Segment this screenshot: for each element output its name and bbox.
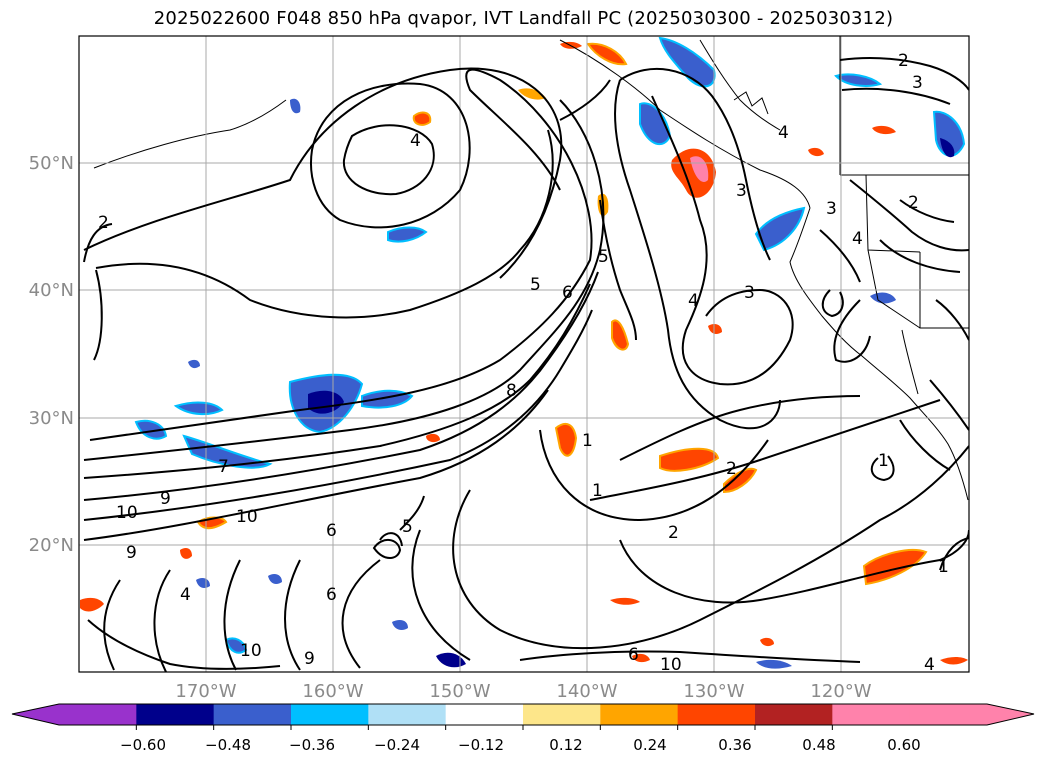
negative-anomaly-patches xyxy=(134,36,966,669)
contour-label: 2 xyxy=(668,523,679,543)
contour-label: 4 xyxy=(688,291,699,311)
lon-label-120w: 120°W xyxy=(810,681,871,702)
lon-label-140w: 140°W xyxy=(556,681,617,702)
contour-label: 10 xyxy=(116,503,138,523)
contour-labels: 2 3 4 4 2 3 4 5 6 5 3 4 2 8 1 1 2 2 1 7 … xyxy=(98,51,949,675)
colorbar-tick-label: −0.48 xyxy=(205,736,251,754)
contour-label: 9 xyxy=(126,543,137,563)
colorbar-tick-label: 0.36 xyxy=(718,736,751,754)
contour-label: 4 xyxy=(180,585,191,605)
colorbar-segment xyxy=(136,704,215,725)
map-panel: 2 3 4 4 2 3 4 5 6 5 3 4 2 8 1 1 2 2 1 7 … xyxy=(79,36,969,675)
colorbar-segment xyxy=(600,704,679,725)
contour-label: 1 xyxy=(938,557,949,577)
contour-label: 6 xyxy=(628,645,639,665)
colorbar-segment xyxy=(59,704,137,725)
contour-label: 4 xyxy=(852,229,863,249)
contour-label: 7 xyxy=(218,457,229,477)
contour-label: 3 xyxy=(912,73,923,93)
colorbar-segments xyxy=(59,704,988,725)
contour-label: 3 xyxy=(826,199,837,219)
map-frame xyxy=(78,35,970,673)
contour-label: 5 xyxy=(598,247,609,267)
contour-label: 10 xyxy=(660,655,682,675)
lat-label-40n: 40°N xyxy=(29,280,74,301)
colorbar-tick-label: 0.24 xyxy=(633,736,666,754)
coastlines xyxy=(93,39,969,501)
contour-label: 2 xyxy=(98,213,109,233)
colorbar-segment xyxy=(445,704,524,725)
positive-anomaly-patches xyxy=(80,41,968,665)
contour-label: 6 xyxy=(326,585,337,605)
contour-label: 9 xyxy=(304,649,315,669)
contour-label: 6 xyxy=(562,283,573,303)
colorbar-segment xyxy=(909,704,988,725)
colorbar-segment xyxy=(677,704,756,725)
lon-label-130w: 130°W xyxy=(683,681,744,702)
contour-label: 2 xyxy=(726,459,737,479)
colorbar-segment xyxy=(291,704,369,725)
colorbar-segment xyxy=(755,704,833,725)
colorbar-outline xyxy=(11,703,1035,726)
colorbar-tick-label: −0.12 xyxy=(458,736,504,754)
colorbar-extend-high xyxy=(987,704,1034,725)
colorbar-tick-label: 0.48 xyxy=(802,736,835,754)
lon-label-160w: 160°W xyxy=(302,681,363,702)
colorbar-segment xyxy=(368,704,447,725)
colorbar-tick-label: 0.60 xyxy=(887,736,920,754)
contour-label: 10 xyxy=(240,641,262,661)
lon-label-150w: 150°W xyxy=(429,681,490,702)
lon-label-170w: 170°W xyxy=(175,681,236,702)
contour-label: 8 xyxy=(506,381,517,401)
colorbar-ticks xyxy=(135,725,833,730)
contour-label: 4 xyxy=(924,655,935,675)
colorbar-extend-low xyxy=(12,704,59,725)
contour-label: 4 xyxy=(778,123,789,143)
contour-label: 1 xyxy=(582,431,593,451)
contour-label: 9 xyxy=(160,489,171,509)
contour-label: 1 xyxy=(592,481,603,501)
ivt-contours xyxy=(83,57,969,672)
latitude-labels: 50°N 40°N 30°N 20°N xyxy=(29,153,74,556)
colorbar-tick-label: −0.24 xyxy=(374,736,420,754)
lat-label-50n: 50°N xyxy=(29,153,74,174)
contour-label: 5 xyxy=(402,517,413,537)
colorbar-segment xyxy=(523,704,601,725)
colorbar-tick-label: −0.36 xyxy=(289,736,335,754)
contour-label: 3 xyxy=(744,283,755,303)
colorbar-segment xyxy=(832,704,911,725)
colorbar-tick-labels: −0.60 −0.48 −0.36 −0.24 −0.12 0.12 0.24 … xyxy=(120,736,921,754)
contour-label: 2 xyxy=(908,193,919,213)
contour-label: 6 xyxy=(326,521,337,541)
longitude-labels: 170°W 160°W 150°W 140°W 130°W 120°W xyxy=(175,681,871,702)
lat-label-20n: 20°N xyxy=(29,535,74,556)
contour-label: 4 xyxy=(410,131,421,151)
colorbar: −0.60 −0.48 −0.36 −0.24 −0.12 0.12 0.24 … xyxy=(11,703,1035,754)
contour-label: 3 xyxy=(736,181,747,201)
map-title: 2025022600 F048 850 hPa qvapor, IVT Land… xyxy=(153,8,894,29)
contour-label: 2 xyxy=(898,51,909,71)
contour-label: 10 xyxy=(236,507,258,527)
contour-label: 1 xyxy=(878,451,889,471)
colorbar-tick-label: −0.60 xyxy=(120,736,166,754)
lat-label-30n: 30°N xyxy=(29,408,74,429)
colorbar-segment xyxy=(213,704,292,725)
contour-label: 5 xyxy=(530,275,541,295)
colorbar-tick-label: 0.12 xyxy=(549,736,582,754)
